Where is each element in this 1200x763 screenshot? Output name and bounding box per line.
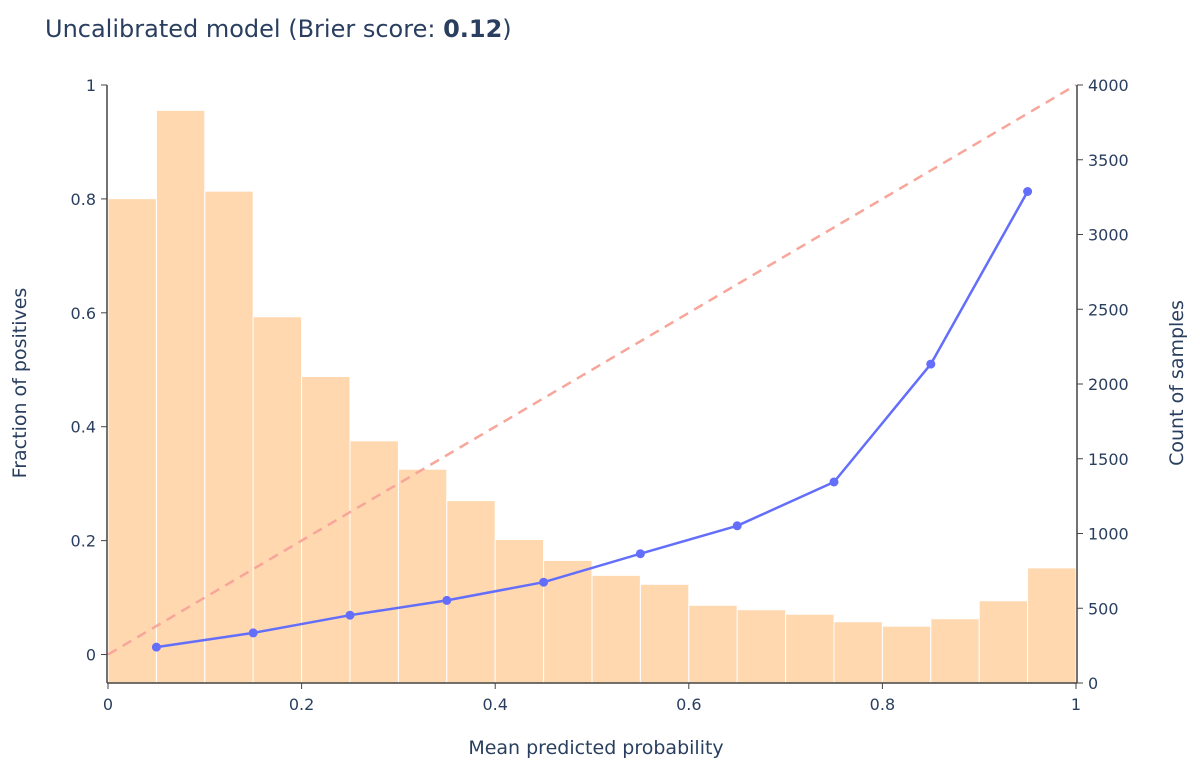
y2-tick-label: 0 bbox=[1088, 674, 1098, 693]
calibration-point bbox=[926, 359, 936, 369]
histogram-bar bbox=[494, 538, 545, 684]
chart-title: Uncalibrated model (Brier score: 0.12) bbox=[45, 15, 512, 43]
x-tick-label: 0.2 bbox=[289, 695, 314, 714]
x-tick-label: 1 bbox=[1071, 695, 1081, 714]
calibration-curve-line bbox=[156, 190, 1029, 649]
histogram-bar bbox=[688, 604, 738, 684]
calibration-point bbox=[442, 595, 452, 605]
histogram-bar bbox=[736, 609, 787, 684]
y2-tick-label: 3500 bbox=[1088, 151, 1129, 170]
reference-line bbox=[107, 83, 1077, 656]
y-axis-label: Fraction of positives bbox=[9, 288, 31, 479]
y2-tick-label: 500 bbox=[1088, 599, 1119, 618]
calibration-curve-group bbox=[151, 187, 1033, 652]
y2-axis-label: Count of samples bbox=[1166, 300, 1188, 466]
histogram-bar bbox=[1027, 567, 1077, 684]
histogram-bar bbox=[349, 440, 399, 684]
histogram-bar bbox=[591, 574, 641, 684]
calibration-point bbox=[732, 521, 742, 531]
y2-tick-label: 3000 bbox=[1088, 226, 1129, 245]
x-axis-label: Mean predicted probability bbox=[468, 737, 723, 759]
histogram-bar bbox=[252, 316, 303, 684]
histogram-bar bbox=[881, 625, 932, 684]
reference-line-group bbox=[107, 83, 1077, 656]
histogram-bars bbox=[107, 109, 1077, 684]
chart-title-prefix: Uncalibrated model (Brier score: bbox=[45, 15, 443, 43]
x-tick-label: 0.6 bbox=[676, 695, 701, 714]
histogram-bar bbox=[397, 468, 448, 684]
y-tick-label: 0.4 bbox=[71, 418, 96, 437]
x-tick-label: 0.4 bbox=[482, 695, 507, 714]
histogram-bar bbox=[785, 613, 835, 684]
y2-tick-label: 4000 bbox=[1088, 76, 1129, 95]
y-tick-label: 0.2 bbox=[71, 532, 96, 551]
histogram-bar bbox=[930, 618, 980, 684]
axes: 0 0.2 0.4 0.6 0.8 100.20.40.60.81050010001500… bbox=[71, 76, 1129, 714]
y2-tick-label: 2000 bbox=[1088, 375, 1129, 394]
histogram-bar bbox=[107, 198, 157, 684]
y2-tick-label: 1500 bbox=[1088, 450, 1129, 469]
y-tick-label: 0.6 bbox=[71, 304, 96, 323]
calibration-point bbox=[635, 549, 645, 559]
y-tick-label: 0 bbox=[86, 646, 96, 665]
x-tick-label: 0 bbox=[103, 695, 113, 714]
histogram-bar bbox=[204, 190, 254, 684]
calibration-point bbox=[151, 642, 161, 652]
brier-score-value: 0.12 bbox=[443, 15, 502, 43]
histogram-bar bbox=[155, 109, 206, 684]
y-tick-label: 1 bbox=[86, 76, 96, 95]
calibration-point bbox=[539, 577, 549, 587]
y2-tick-label: 2500 bbox=[1088, 300, 1129, 319]
calibration-point bbox=[1023, 187, 1033, 197]
y-tick-label: 0.8 bbox=[71, 190, 96, 209]
histogram-bar bbox=[301, 376, 351, 684]
calibration-point bbox=[248, 628, 258, 638]
calibration-point bbox=[345, 610, 355, 620]
y2-tick-label: 1000 bbox=[1088, 525, 1129, 544]
histogram-bar bbox=[833, 621, 883, 684]
histogram-bar bbox=[639, 583, 690, 684]
x-tick-label: 0.8 bbox=[870, 695, 895, 714]
histogram-bar bbox=[978, 600, 1029, 684]
chart-title-suffix: ) bbox=[502, 15, 511, 43]
calibration-point bbox=[829, 477, 839, 487]
